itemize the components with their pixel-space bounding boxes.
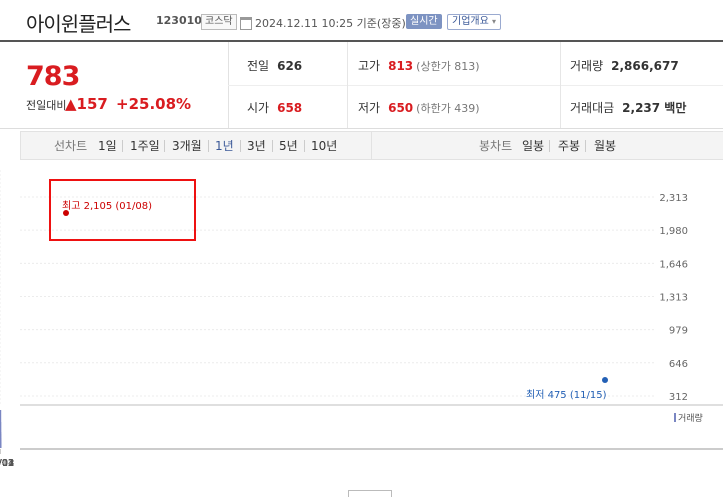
change-label: 전일대비 xyxy=(26,99,67,112)
upper-limit: (상한가 813) xyxy=(416,60,480,73)
tab-group-divider xyxy=(371,132,372,159)
y-tick-label: 1,646 xyxy=(659,259,688,270)
tab-3y[interactable]: 3년 xyxy=(247,139,266,153)
current-price: 783 xyxy=(26,61,80,92)
tab-1y[interactable]: 1년 xyxy=(215,139,234,153)
current-price-box: 783 전일대비 ▲157 +25.08% xyxy=(0,42,229,128)
chevron-down-icon: ▾ xyxy=(492,17,497,26)
prev-close-cell: 전일 626 xyxy=(247,57,302,74)
x-tick-label: 02/01 xyxy=(0,458,14,469)
volume-legend-label: 거래량 xyxy=(678,414,703,424)
high-cell: 고가 813 (상한가 813) xyxy=(358,57,480,74)
open-cell: 시가 658 xyxy=(247,99,302,116)
tab-1d[interactable]: 1일 xyxy=(98,139,117,153)
volume-bar xyxy=(0,438,2,448)
y-axis-ticks: 2,313 1,980 1,646 1,313 979 646 312 xyxy=(659,193,688,403)
low-marker xyxy=(602,377,608,383)
x-tick-label: 03/04 xyxy=(0,458,14,469)
up-arrow-icon: ▲ xyxy=(65,95,77,113)
volume-value: 2,866,677 xyxy=(611,59,679,73)
volume-legend: 거래량 xyxy=(674,411,703,424)
x-tick-label: 05/02 xyxy=(0,458,14,469)
prev-close-value: 626 xyxy=(277,59,303,73)
y-tick-label: 312 xyxy=(669,392,688,403)
low-label: 저가 xyxy=(358,101,381,115)
x-axis-ticks: 12/1101/0202/0103/0404/0105/0206/0307/01… xyxy=(0,449,14,469)
lower-limit: (하한가 439) xyxy=(416,102,480,115)
x-tick-label: 12/11 xyxy=(0,458,14,469)
realtime-button[interactable]: 실시간 xyxy=(406,14,442,29)
tab-divider xyxy=(549,140,550,152)
tab-5y[interactable]: 5년 xyxy=(279,139,298,153)
company-overview-button[interactable]: 기업개요 ▾ xyxy=(447,14,502,30)
x-tick-label: 08/01 xyxy=(0,458,14,469)
market-badge: 코스닥 xyxy=(201,14,237,30)
low-annotation-label: 최저 475 (11/15) xyxy=(526,390,607,401)
x-tick-label: 09/02 xyxy=(0,458,14,469)
tab-divider xyxy=(164,140,165,152)
y-tick-label: 1,980 xyxy=(659,226,688,237)
bottom-handle[interactable] xyxy=(348,490,392,497)
volume-legend-swatch xyxy=(674,413,676,422)
tab-monthly[interactable]: 월봉 xyxy=(594,139,617,153)
x-tick-label: 04/01 xyxy=(0,458,14,469)
open-label: 시가 xyxy=(247,101,270,115)
y-tick-label: 979 xyxy=(669,326,688,337)
tab-1w[interactable]: 1주일 xyxy=(130,139,160,153)
timestamp: 2024.12.11 10:25 기준(장중) xyxy=(255,17,406,30)
high-label: 고가 xyxy=(358,59,381,73)
tab-daily[interactable]: 일봉 xyxy=(522,139,545,153)
prev-close-label: 전일 xyxy=(247,59,270,73)
tab-10y[interactable]: 10년 xyxy=(311,139,338,153)
price-chart[interactable]: 2,313 1,980 1,646 1,313 979 646 312 12/1101/02… xyxy=(0,160,723,495)
y-tick-label: 646 xyxy=(669,359,688,370)
y-tick-label: 1,313 xyxy=(659,292,688,303)
stock-name[interactable]: 아이윈플러스 xyxy=(26,12,131,36)
tab-divider xyxy=(272,140,273,152)
low-cell: 저가 650 (하한가 439) xyxy=(358,99,480,116)
column-divider xyxy=(560,42,561,128)
volume-label: 거래량 xyxy=(570,59,604,73)
tab-divider xyxy=(240,140,241,152)
high-marker xyxy=(63,210,69,216)
stock-header: 아이윈플러스 123010 코스닥 2024.12.11 10:25 기준(장중… xyxy=(0,0,723,40)
high-value: 813 xyxy=(388,59,414,73)
chart-period-tabs: 선차트 1일 1주일 3개월 1년 3년 5년 10년 봉차트 일봉 주봉 월봉 xyxy=(20,131,723,160)
tab-divider xyxy=(208,140,209,152)
high-annotation-box xyxy=(49,179,196,241)
open-value: 658 xyxy=(277,101,303,115)
chart-grid xyxy=(0,170,723,450)
change-value: ▲157 xyxy=(65,95,108,113)
x-tick-label: 12/02 xyxy=(0,458,14,469)
amount-cell: 거래대금 2,237 백만 xyxy=(570,99,686,116)
change-percent: +25.08% xyxy=(116,95,192,113)
amount-label: 거래대금 xyxy=(570,101,615,115)
candle-chart-label: 봉차트 xyxy=(479,139,513,153)
tab-divider xyxy=(304,140,305,152)
amount-value: 2,237 백만 xyxy=(622,101,687,115)
company-overview-label: 기업개요 xyxy=(452,16,489,27)
low-value: 650 xyxy=(388,101,414,115)
row-divider xyxy=(228,85,723,86)
price-info-panel: 783 전일대비 ▲157 +25.08% 전일 626 고가 813 (상한가 81… xyxy=(0,40,723,129)
tab-3m[interactable]: 3개월 xyxy=(172,139,202,153)
stock-code: 123010 xyxy=(156,14,202,27)
y-tick-label: 2,313 xyxy=(659,193,688,204)
high-annotation-label: 최고 2,105 (01/08) xyxy=(62,201,153,212)
change-amount: 157 xyxy=(76,95,108,113)
line-chart-label: 선차트 xyxy=(54,139,88,153)
x-tick-label: 01/02 xyxy=(0,458,14,469)
x-tick-label: 11/01 xyxy=(0,458,14,469)
volume-bars xyxy=(0,410,2,448)
tab-weekly[interactable]: 주봉 xyxy=(558,139,581,153)
calendar-icon xyxy=(240,17,252,30)
tab-divider xyxy=(585,140,586,152)
volume-bar xyxy=(0,422,2,448)
tab-divider xyxy=(122,140,123,152)
x-tick-label: 10/02 xyxy=(0,458,14,469)
x-tick-label: 06/03 xyxy=(0,458,14,469)
column-divider xyxy=(347,42,348,128)
x-tick-label: 07/01 xyxy=(0,458,14,469)
volume-cell: 거래량 2,866,677 xyxy=(570,57,679,74)
